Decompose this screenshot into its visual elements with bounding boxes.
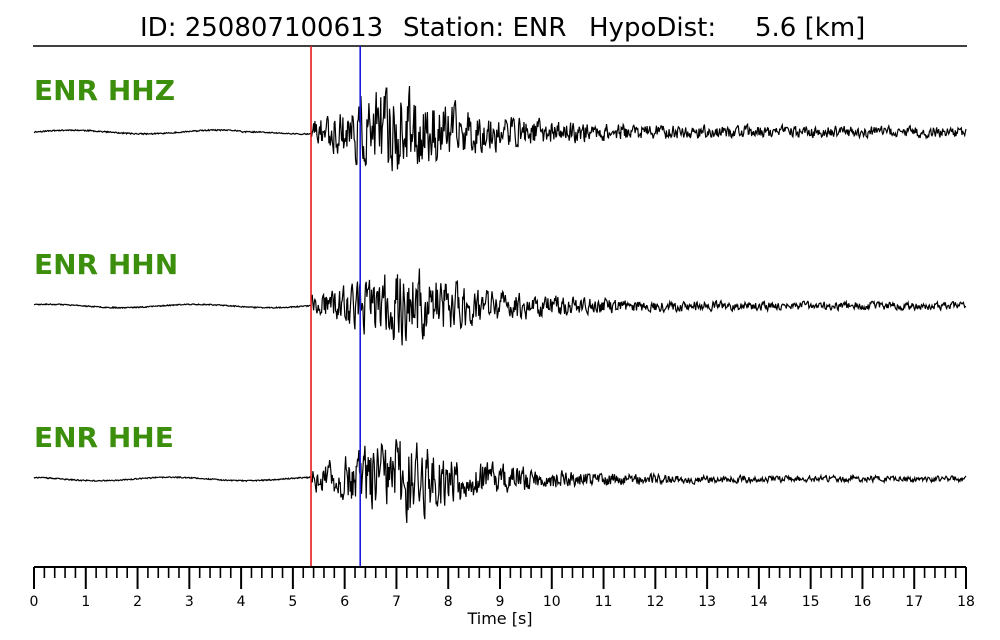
x-tick-label: 5 [288, 594, 297, 610]
trace-line-enr-hhz [33, 85, 967, 172]
x-tick-label: 3 [185, 594, 194, 610]
x-tick-label: 7 [392, 594, 401, 610]
trace-line-enr-hhn [33, 268, 967, 346]
x-tick-label: 17 [905, 594, 923, 610]
time-axis: 0 1 2 3 4 5 6 7 8 9 10 11 12 13 14 15 16 17 18 [30, 566, 975, 610]
x-tick-label: 8 [444, 594, 453, 610]
x-tick-label: 18 [957, 594, 975, 610]
x-tick-label: 10 [543, 594, 561, 610]
x-tick-label: 0 [30, 594, 39, 610]
x-tick-label: 9 [496, 594, 505, 610]
x-tick-label: 1 [81, 594, 90, 610]
x-tick-label: 14 [750, 594, 768, 610]
chart-title-station: Station: ENR [403, 13, 566, 43]
chart-title-id: ID: 250807100613 [140, 13, 383, 43]
x-tick-label: 16 [854, 594, 872, 610]
x-tick-label: 15 [802, 594, 820, 610]
trace-label-enr-hhz: ENR HHZ [34, 74, 175, 107]
traces-group: ENR HHZ ENR HHN ENR HHE [33, 74, 967, 523]
x-axis-label: Time [s] [466, 609, 532, 628]
picks-group [310, 46, 362, 567]
trace-line-enr-hhe [33, 439, 967, 523]
x-tick-label: 6 [340, 594, 349, 610]
trace-label-enr-hhn: ENR HHN [34, 248, 178, 281]
x-tick-label: 12 [646, 594, 664, 610]
x-tick-label: 11 [595, 594, 613, 610]
chart-title-hypodist-label: HypoDist: [589, 13, 716, 43]
x-tick-label: 4 [237, 594, 246, 610]
x-tick-label: 2 [133, 594, 142, 610]
trace-label-enr-hhe: ENR HHE [34, 421, 174, 454]
chart-title-hypodist-value: 5.6 [km] [755, 13, 865, 43]
x-tick-label: 13 [698, 594, 716, 610]
